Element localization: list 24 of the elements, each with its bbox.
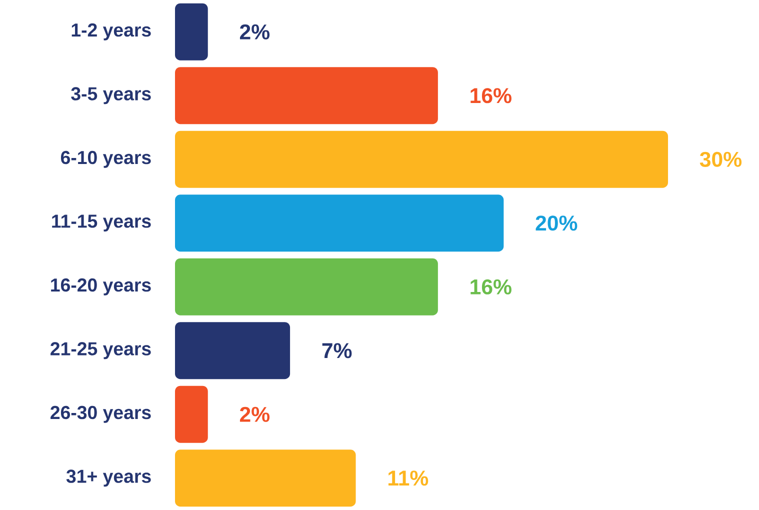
data-label: 30% [700, 152, 742, 167]
bar [175, 258, 438, 316]
bar [175, 386, 208, 443]
y-tick-label: 3-5 years [71, 87, 151, 104]
bar [175, 450, 356, 507]
bar [175, 67, 438, 124]
y-tick-label: 26-30 years [50, 406, 151, 423]
data-label: 20% [536, 216, 578, 231]
y-tick-label: 21-25 years [50, 342, 151, 360]
y-tick-label: 1-2 years [72, 23, 151, 40]
y-tick-label: 6-10 years [60, 150, 151, 168]
y-tick-label: 11-15 years [52, 214, 151, 232]
data-label: 11% [388, 470, 428, 486]
y-tick-label: 16-20 years [51, 278, 151, 296]
data-label: 16% [470, 88, 512, 104]
data-label: 2% [240, 24, 270, 40]
y-tick-label: 31+ years [66, 470, 151, 487]
bar [175, 194, 504, 252]
data-label: 16% [470, 279, 512, 294]
bar [175, 322, 290, 380]
data-label: 2% [240, 406, 270, 422]
data-label: 7% [322, 343, 352, 358]
bar [175, 3, 208, 60]
bar [175, 130, 668, 188]
